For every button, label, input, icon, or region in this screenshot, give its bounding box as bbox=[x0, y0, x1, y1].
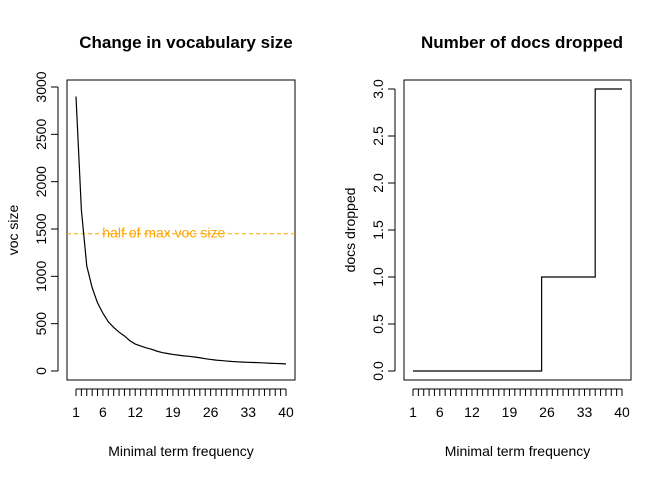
x-tick-label: 33 bbox=[241, 404, 257, 420]
x-tick-label: 19 bbox=[165, 404, 181, 420]
x-tick-label: 40 bbox=[614, 404, 630, 420]
x-tick-label: 33 bbox=[577, 404, 593, 420]
x-tick-label: 19 bbox=[502, 404, 518, 420]
x-axis-label: Minimal term frequency bbox=[445, 443, 591, 459]
y-axis-label: voc size bbox=[5, 205, 21, 256]
x-axis-label: Minimal term frequency bbox=[108, 443, 254, 459]
x-tick-label: 12 bbox=[464, 404, 480, 420]
y-tick-label: 2.5 bbox=[370, 126, 386, 146]
y-tick-label: 1.5 bbox=[370, 220, 386, 240]
y-tick-label: 1500 bbox=[33, 213, 49, 244]
reference-line-label: half of max voc size bbox=[102, 225, 225, 241]
plot-frame bbox=[403, 79, 632, 381]
y-tick-label: 0.0 bbox=[370, 361, 386, 381]
x-tick-label: 12 bbox=[127, 404, 143, 420]
x-tick-label: 26 bbox=[203, 404, 219, 420]
x-tick-label: 1 bbox=[72, 404, 80, 420]
y-tick-label: 500 bbox=[33, 312, 49, 336]
y-tick-label: 0 bbox=[33, 367, 49, 375]
y-tick-label: 3.0 bbox=[370, 79, 386, 99]
chart-title: Change in vocabulary size bbox=[79, 33, 293, 52]
x-tick-label: 1 bbox=[409, 404, 417, 420]
y-tick-label: 2000 bbox=[33, 166, 49, 197]
x-tick-label: 6 bbox=[99, 404, 107, 420]
plot-frame bbox=[66, 79, 296, 381]
x-tick-label: 6 bbox=[436, 404, 444, 420]
y-tick-label: 3000 bbox=[33, 71, 49, 102]
y-tick-label: 2.0 bbox=[370, 173, 386, 193]
y-tick-label: 2500 bbox=[33, 119, 49, 150]
series-line bbox=[75, 96, 287, 365]
chart-title: Number of docs dropped bbox=[421, 33, 623, 52]
y-tick-label: 1000 bbox=[33, 261, 49, 292]
y-tick-label: 0.5 bbox=[370, 314, 386, 334]
y-tick-label: 1.0 bbox=[370, 267, 386, 287]
series-line bbox=[413, 88, 622, 372]
x-tick-label: 26 bbox=[539, 404, 555, 420]
y-axis-label: docs dropped bbox=[342, 188, 358, 273]
x-tick-label: 40 bbox=[278, 404, 294, 420]
